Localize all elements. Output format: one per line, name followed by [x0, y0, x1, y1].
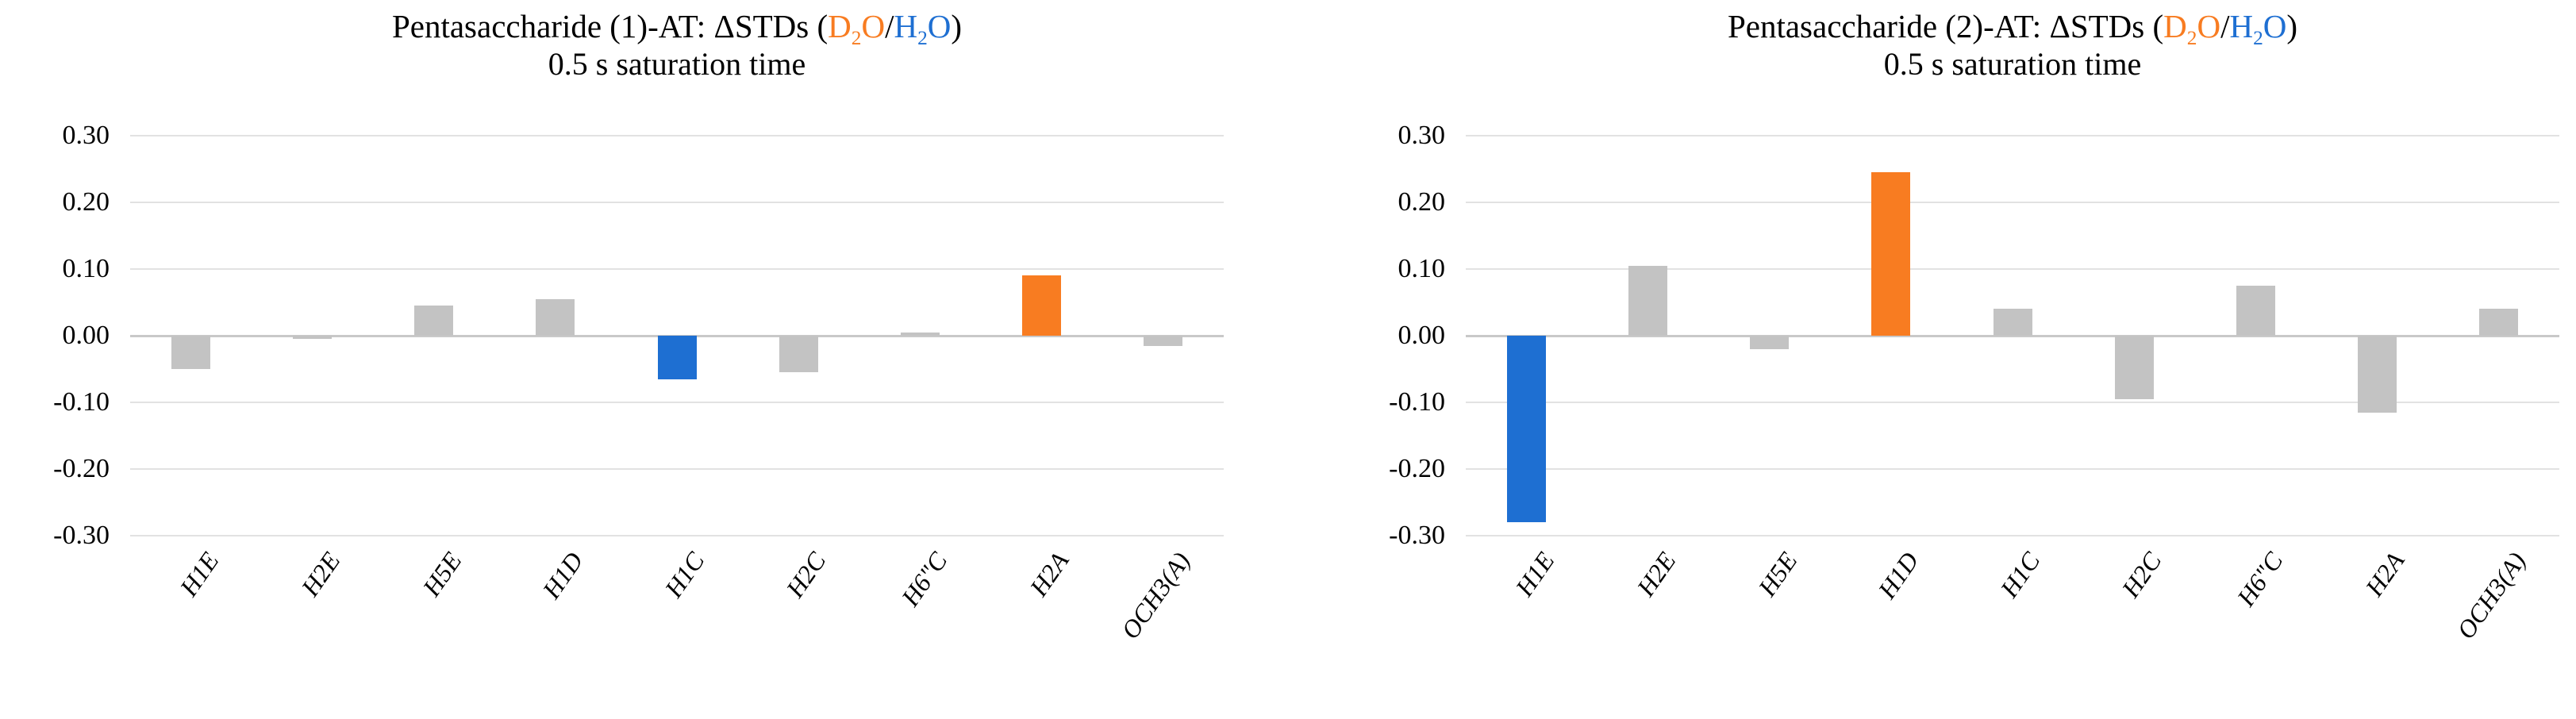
title-part: H [2229, 8, 2254, 44]
title-part: / [2220, 8, 2230, 44]
x-axis-label-H5E: H5E [1752, 547, 1803, 602]
title-part: O [2263, 8, 2287, 44]
bar-OCH3(A) [2478, 309, 2518, 336]
x-axis-label-H1D: H1D [536, 547, 589, 604]
y-tick-label: 0.10 [62, 254, 110, 283]
y-tick-label: -0.20 [1389, 454, 1445, 483]
chart-panel-2: Pentasaccharide (2)-AT: ΔSTDs (D2O/H2O) … [1288, 0, 2576, 682]
x-axis-label-H2A: H2A [2359, 547, 2410, 602]
gridline [1466, 135, 2559, 136]
gridline [1466, 468, 2559, 470]
title-part: Pentasaccharide (1)-AT: ΔSTDs ( [391, 8, 829, 44]
x-axis-label-H6"C: H6"C [2231, 547, 2289, 612]
bar-H2E [1628, 265, 1668, 336]
y-tick-label: -0.10 [53, 387, 110, 417]
y-tick-label: 0.10 [1398, 254, 1446, 283]
title-part: H [894, 8, 918, 44]
x-axis-label-OCH3(A): OCH3(A) [2451, 547, 2532, 644]
gridline [130, 535, 1224, 536]
x-axis-label-H5E: H5E [417, 547, 467, 602]
gridline [1466, 402, 2559, 403]
title-part: 2 [2186, 27, 2197, 50]
y-tick-label: 0.00 [62, 321, 110, 350]
title-part: O [861, 8, 886, 44]
chart-title: Pentasaccharide (2)-AT: ΔSTDs (D2O/H2O) [1466, 8, 2559, 56]
x-axis-label-H1C: H1C [659, 547, 710, 603]
title-part: Pentasaccharide (2)-AT: ΔSTDs ( [1727, 8, 2164, 44]
bar-H2A [2357, 336, 2397, 413]
bar-H5E [1750, 336, 1790, 349]
bar-H2E [293, 336, 333, 340]
y-tick-label: -0.30 [1389, 521, 1445, 550]
plot-area [1466, 135, 2559, 538]
title-part: ) [2286, 8, 2298, 44]
bar-H1E [1507, 336, 1547, 523]
x-axis-label-H2E: H2E [1631, 547, 1682, 602]
plot-area [130, 135, 1224, 538]
y-tick-label: -0.20 [53, 454, 110, 483]
x-axis-label-H1C: H1C [1994, 547, 2046, 603]
y-tick-label: 0.00 [1398, 321, 1446, 350]
chart-subtitle: 0.5 s saturation time [1883, 46, 2142, 82]
gridline [130, 468, 1224, 470]
chart-panel-1: Pentasaccharide (1)-AT: ΔSTDs (D2O/H2O) … [0, 0, 1288, 682]
y-tick-label: 0.30 [62, 121, 110, 150]
bar-H5E [414, 306, 454, 336]
y-tick-label: -0.10 [1389, 387, 1445, 417]
y-tick-label: -0.30 [53, 521, 110, 550]
title-part: 2 [851, 27, 862, 50]
x-axis-label-H1E: H1E [173, 547, 225, 602]
bar-H1C [657, 336, 697, 379]
bar-H2C [779, 336, 818, 373]
chart-subtitle: 0.5 s saturation time [548, 46, 806, 82]
y-tick-label: 0.30 [1398, 121, 1446, 150]
title-part: D [2163, 8, 2187, 44]
bar-H1C [1993, 309, 2032, 336]
gridline [130, 402, 1224, 403]
y-tick-label: 0.20 [62, 187, 110, 217]
gridline [130, 202, 1224, 203]
title-part: 2 [2253, 27, 2263, 50]
x-axis-label-H1D: H1D [1872, 547, 1924, 604]
bar-H2A [1021, 275, 1061, 336]
title-part: / [885, 8, 894, 44]
x-axis-label-H2E: H2E [295, 547, 346, 602]
gridline [1466, 535, 2559, 536]
x-axis-label-H1E: H1E [1509, 547, 1560, 602]
gridline [1466, 202, 2559, 203]
x-axis-label-H2A: H2A [1024, 547, 1075, 602]
bar-H1D [536, 298, 575, 336]
bar-H6"C [900, 332, 940, 336]
gridline [130, 135, 1224, 136]
x-axis-label-OCH3(A): OCH3(A) [1116, 547, 1196, 644]
x-axis-label-H2C: H2C [2116, 547, 2167, 603]
gridline [130, 268, 1224, 270]
bar-OCH3(A) [1143, 336, 1182, 346]
bar-H1E [171, 336, 211, 369]
bar-H2C [2114, 336, 2154, 399]
title-part: O [2197, 8, 2221, 44]
zero-gridline [1466, 335, 2559, 337]
title-part: 2 [917, 27, 928, 50]
bar-H6"C [2236, 286, 2275, 336]
x-axis-label-H2C: H2C [780, 547, 832, 603]
title-part: D [828, 8, 852, 44]
bar-H1D [1871, 172, 1911, 336]
title-part: ) [951, 8, 963, 44]
x-axis-label-H6"C: H6"C [895, 547, 953, 612]
chart-title: Pentasaccharide (1)-AT: ΔSTDs (D2O/H2O) [130, 8, 1224, 56]
y-tick-label: 0.20 [1398, 187, 1446, 217]
gridline [1466, 268, 2559, 270]
title-part: O [927, 8, 952, 44]
